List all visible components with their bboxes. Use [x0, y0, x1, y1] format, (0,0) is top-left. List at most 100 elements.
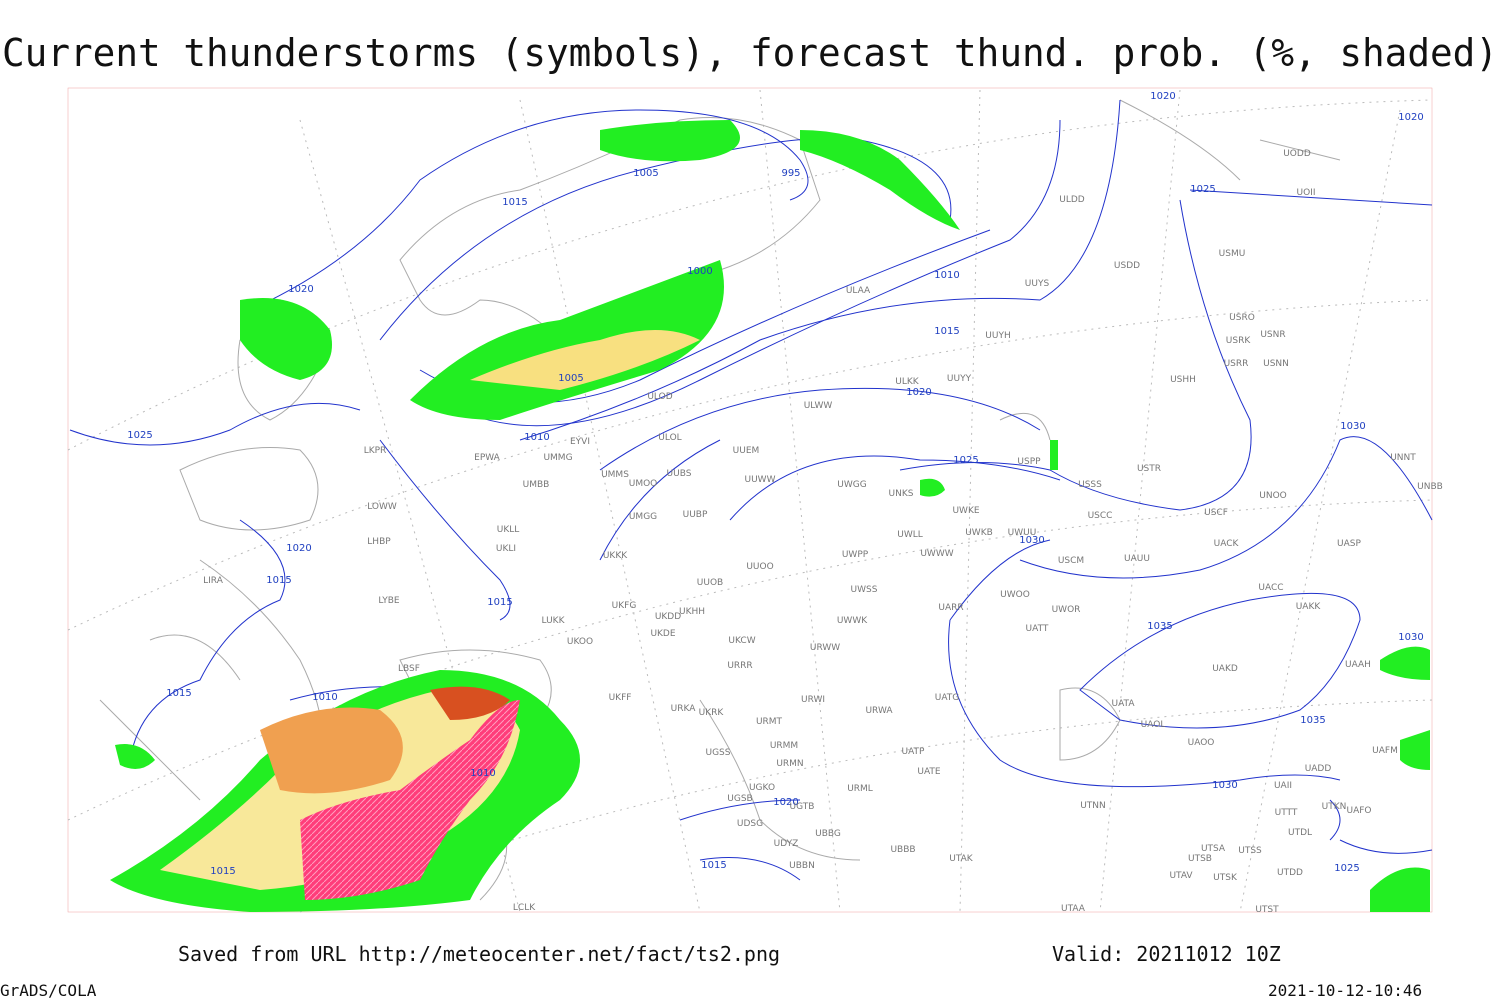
station-label: UMMG: [543, 453, 572, 463]
station-label: UATT: [1026, 624, 1049, 634]
station-label: UDYZ: [774, 839, 799, 849]
station-label: UKKK: [603, 551, 628, 561]
station-label: UBBB: [890, 845, 915, 855]
station-label: UAKD: [1212, 664, 1238, 674]
station-label: USPP: [1017, 457, 1041, 467]
isobar-label: 1025: [953, 455, 978, 466]
station-label: UKDD: [655, 612, 681, 622]
station-label: UACK: [1214, 539, 1240, 549]
isobar-label: 1020: [288, 284, 313, 295]
station-label: UGSS: [706, 748, 731, 758]
station-label: UNOO: [1259, 491, 1287, 501]
station-label: UATP: [902, 747, 926, 757]
station-label: UKCW: [728, 636, 755, 646]
station-label: URWW: [810, 643, 840, 653]
station-label: ULOD: [647, 392, 672, 402]
station-label: USCF: [1204, 508, 1228, 518]
station-label: URMN: [776, 759, 803, 769]
station-label: USMU: [1219, 249, 1246, 259]
station-label: UUEM: [733, 446, 760, 456]
isobar-label: 1015: [934, 326, 959, 337]
map: 1020 1020 1005 995 1015 1025 1000 1020 1010 1015 1…: [67, 87, 1443, 915]
station-label: UKLL: [497, 525, 520, 535]
isobar-label: 1015: [210, 866, 235, 877]
isobar-label: 1015: [701, 860, 726, 871]
isobar-label: 1000: [687, 266, 712, 277]
station-label: UGTB: [790, 802, 815, 812]
station-label: UATG: [935, 693, 960, 703]
station-label: ULAA: [846, 286, 871, 296]
station-label: UNKS: [889, 489, 914, 499]
software: GrADS/COLA: [0, 981, 97, 1000]
probability-shading: [110, 120, 1430, 912]
isobar-label: 1020: [1150, 91, 1175, 102]
station-label: UWLL: [897, 530, 923, 540]
station-label: UMBB: [523, 480, 550, 490]
station-label: UWOR: [1052, 605, 1081, 615]
station-label: UTSK: [1213, 873, 1238, 883]
station-label: LUKK: [542, 616, 566, 626]
station-label: UADD: [1305, 764, 1332, 774]
station-label: UGKO: [749, 783, 775, 793]
isobar-label: 1025: [1334, 863, 1359, 874]
station-label: EPWA: [474, 453, 501, 463]
isobar-label: 1010: [470, 768, 495, 779]
station-label: UUOO: [746, 562, 773, 572]
station-label: UWOO: [1000, 590, 1030, 600]
station-label: LOWW: [367, 502, 397, 512]
isobar-label: 1025: [127, 430, 152, 441]
station-label: UTAV: [1169, 871, 1193, 881]
station-label: ULWW: [804, 401, 833, 411]
station-label: ULKK: [895, 377, 920, 387]
station-label: UBBG: [815, 829, 841, 839]
station-label: UTST: [1255, 905, 1279, 915]
station-label: UAII: [1274, 781, 1292, 791]
station-label: UUYY: [947, 374, 972, 384]
station-label: UWWK: [837, 616, 868, 626]
station-label: UWPP: [842, 550, 869, 560]
station-label: LHBP: [367, 537, 391, 547]
station-label: UTKN: [1322, 802, 1347, 812]
station-label: UNBB: [1417, 482, 1443, 492]
station-label: UACC: [1258, 583, 1283, 593]
station-label: UTTT: [1275, 808, 1298, 818]
isobar-label: 1030: [1340, 421, 1365, 432]
station-label: UODD: [1283, 149, 1311, 159]
isobar-label: 1030: [1212, 780, 1237, 791]
station-label: URWI: [801, 695, 825, 705]
station-label: UWSS: [851, 585, 878, 595]
station-labels: ULDD UODD UOII USMU USDD UUYS ULAA USRO USRK USNR…: [203, 149, 1443, 915]
isobar-label: 1035: [1147, 621, 1172, 632]
station-label: LYBE: [378, 596, 399, 606]
station-label: UWKB: [965, 528, 993, 538]
station-label: UARR: [938, 603, 963, 613]
station-label: UATA: [1111, 699, 1135, 709]
station-label: UDSG: [737, 819, 763, 829]
station-label: UAAH: [1345, 660, 1371, 670]
station-label: UTAK: [949, 854, 974, 864]
station-label: ULDD: [1059, 195, 1085, 205]
station-label: URRR: [727, 661, 752, 671]
station-label: URMM: [770, 741, 798, 751]
station-label: UTSA: [1201, 844, 1226, 854]
station-label: UMMS: [601, 470, 629, 480]
station-label: UNNT: [1390, 453, 1416, 463]
station-label: EYVI: [570, 437, 590, 447]
isobar-label: 1010: [934, 270, 959, 281]
station-label: UUBP: [683, 510, 708, 520]
station-label: UMGG: [629, 512, 657, 522]
station-label: USRR: [1224, 359, 1249, 369]
station-label: UTDD: [1277, 868, 1303, 878]
isobar-labels: 1020 1020 1005 995 1015 1025 1000 1020 1010 1015 1…: [127, 91, 1423, 877]
isobar-label: 1035: [1300, 715, 1325, 726]
station-label: UTSB: [1188, 854, 1212, 864]
station-label: USCM: [1058, 556, 1084, 566]
station-label: UBBN: [789, 861, 815, 871]
station-label: UOII: [1297, 188, 1316, 198]
station-label: UUOB: [697, 578, 723, 588]
station-label: UGSB: [727, 794, 752, 804]
station-label: UKOO: [567, 637, 593, 647]
station-label: USDD: [1114, 261, 1140, 271]
station-label: LIRA: [203, 576, 224, 586]
